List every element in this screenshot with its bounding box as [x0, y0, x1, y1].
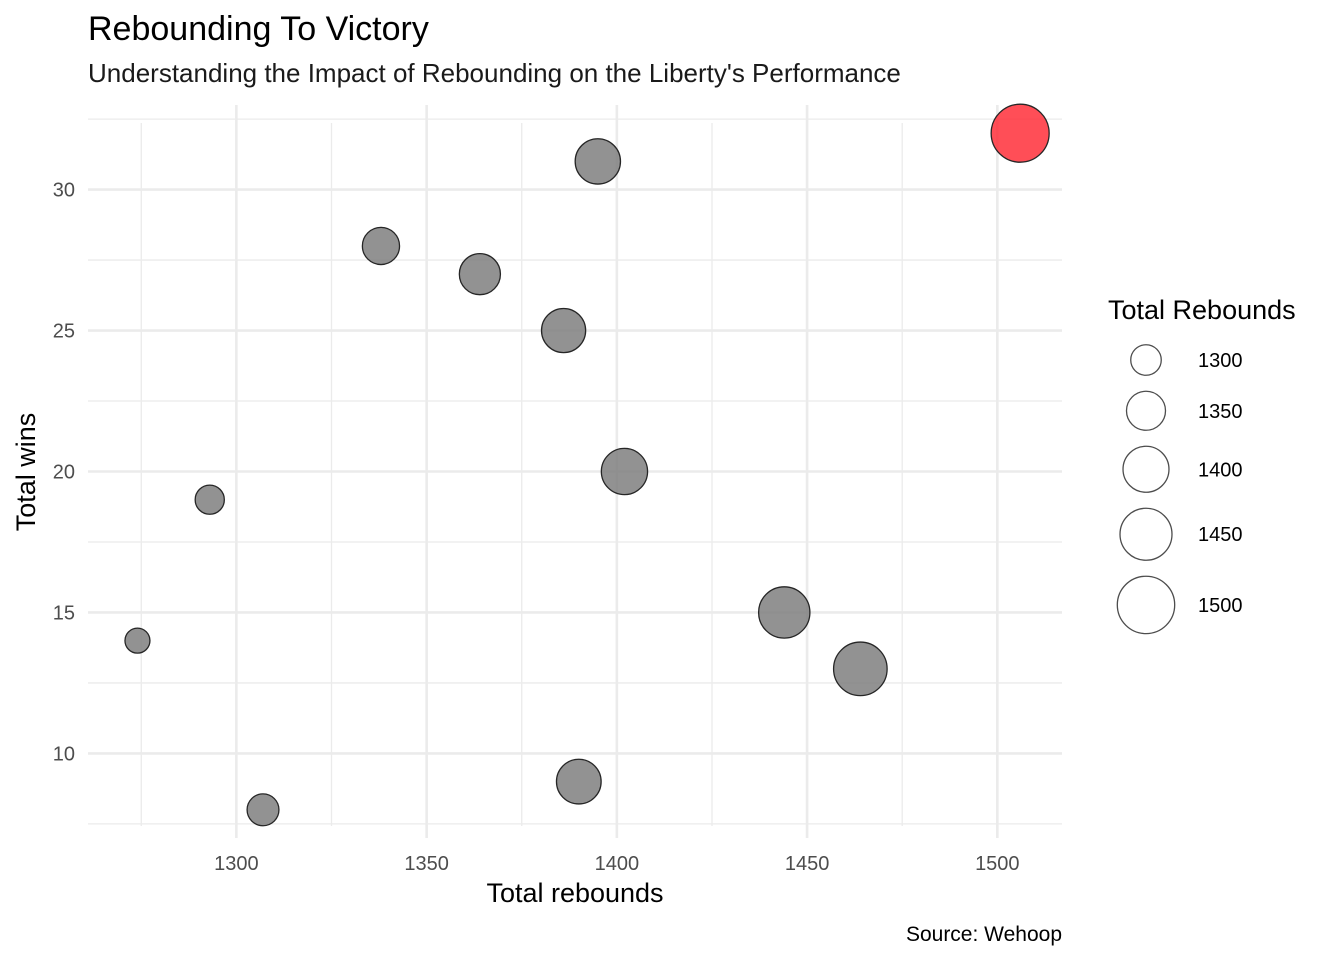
legend-key-circle — [1119, 507, 1173, 561]
data-point — [458, 252, 502, 296]
x-tick-label: 1500 — [975, 853, 1020, 875]
x-tick-label: 1450 — [785, 853, 830, 875]
size-legend: Total Rebounds 1300 1350 1400 1450 1500 — [1108, 295, 1296, 635]
data-point — [246, 793, 280, 827]
legend-key-circle — [1116, 575, 1176, 635]
legend-key-circle — [1122, 445, 1170, 493]
highlighted-point — [990, 103, 1050, 163]
x-tick-label: 1300 — [214, 853, 259, 875]
data-point — [832, 641, 888, 697]
y-tick-label: 15 — [53, 602, 75, 624]
data-point — [555, 758, 602, 805]
y-tick-label: 10 — [53, 743, 75, 765]
legend-entries: 1300 1350 1400 1450 1500 — [1116, 344, 1243, 635]
y-tick-label: 20 — [53, 462, 75, 484]
data-point — [361, 226, 401, 266]
legend-label: 1300 — [1198, 350, 1243, 372]
legend-label: 1400 — [1198, 459, 1243, 481]
legend-label: 1500 — [1198, 595, 1243, 617]
legend-key-circle — [1130, 344, 1162, 376]
data-point — [194, 484, 225, 515]
x-axis-ticks: 1300 1350 1400 1450 1500 — [214, 853, 1019, 875]
y-axis-title: Total wins — [11, 413, 41, 532]
y-tick-label: 25 — [53, 321, 75, 343]
grid — [88, 105, 1062, 838]
chart-caption: Source: Wehoop — [906, 923, 1062, 946]
y-axis-ticks: 10 15 20 25 30 — [53, 180, 75, 766]
chart-title: Rebounding To Victory — [88, 10, 429, 48]
x-tick-label: 1350 — [404, 853, 449, 875]
y-tick-label: 30 — [53, 180, 75, 202]
data-point — [124, 627, 151, 654]
x-axis-title: Total rebounds — [486, 878, 663, 908]
legend-label: 1450 — [1198, 524, 1243, 546]
data-point — [600, 447, 649, 496]
data-point — [574, 138, 622, 185]
data-points — [124, 103, 1050, 827]
legend-title: Total Rebounds — [1108, 295, 1296, 325]
legend-label: 1350 — [1198, 401, 1243, 423]
data-point — [757, 586, 811, 639]
chart-subtitle: Understanding the Impact of Rebounding o… — [88, 58, 901, 88]
legend-key-circle — [1125, 390, 1167, 431]
x-tick-label: 1400 — [595, 853, 640, 875]
data-point — [540, 307, 587, 354]
